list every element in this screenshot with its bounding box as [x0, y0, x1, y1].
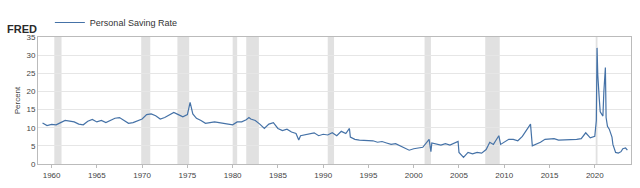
- svg-text:Percent: Percent: [13, 86, 22, 114]
- svg-text:25: 25: [26, 69, 35, 78]
- svg-text:2000: 2000: [405, 171, 423, 180]
- svg-text:1970: 1970: [133, 171, 151, 180]
- svg-text:15: 15: [26, 105, 35, 114]
- svg-text:2015: 2015: [541, 171, 559, 180]
- svg-text:0: 0: [31, 160, 36, 169]
- svg-text:35: 35: [26, 33, 35, 42]
- svg-text:2005: 2005: [450, 171, 468, 180]
- svg-text:10: 10: [26, 124, 35, 133]
- svg-text:1980: 1980: [224, 171, 242, 180]
- svg-text:2020: 2020: [586, 171, 604, 180]
- svg-text:1985: 1985: [269, 171, 287, 180]
- svg-text:1990: 1990: [314, 171, 332, 180]
- svg-text:1975: 1975: [178, 171, 196, 180]
- svg-text:Personal Saving Rate: Personal Saving Rate: [90, 18, 177, 28]
- svg-text:5: 5: [31, 142, 36, 151]
- svg-text:FRED: FRED: [7, 23, 37, 35]
- svg-text:1965: 1965: [88, 171, 106, 180]
- svg-text:2010: 2010: [495, 171, 513, 180]
- svg-text:20: 20: [26, 87, 35, 96]
- svg-text:30: 30: [26, 51, 35, 60]
- svg-text:1995: 1995: [360, 171, 378, 180]
- svg-text:1960: 1960: [43, 171, 61, 180]
